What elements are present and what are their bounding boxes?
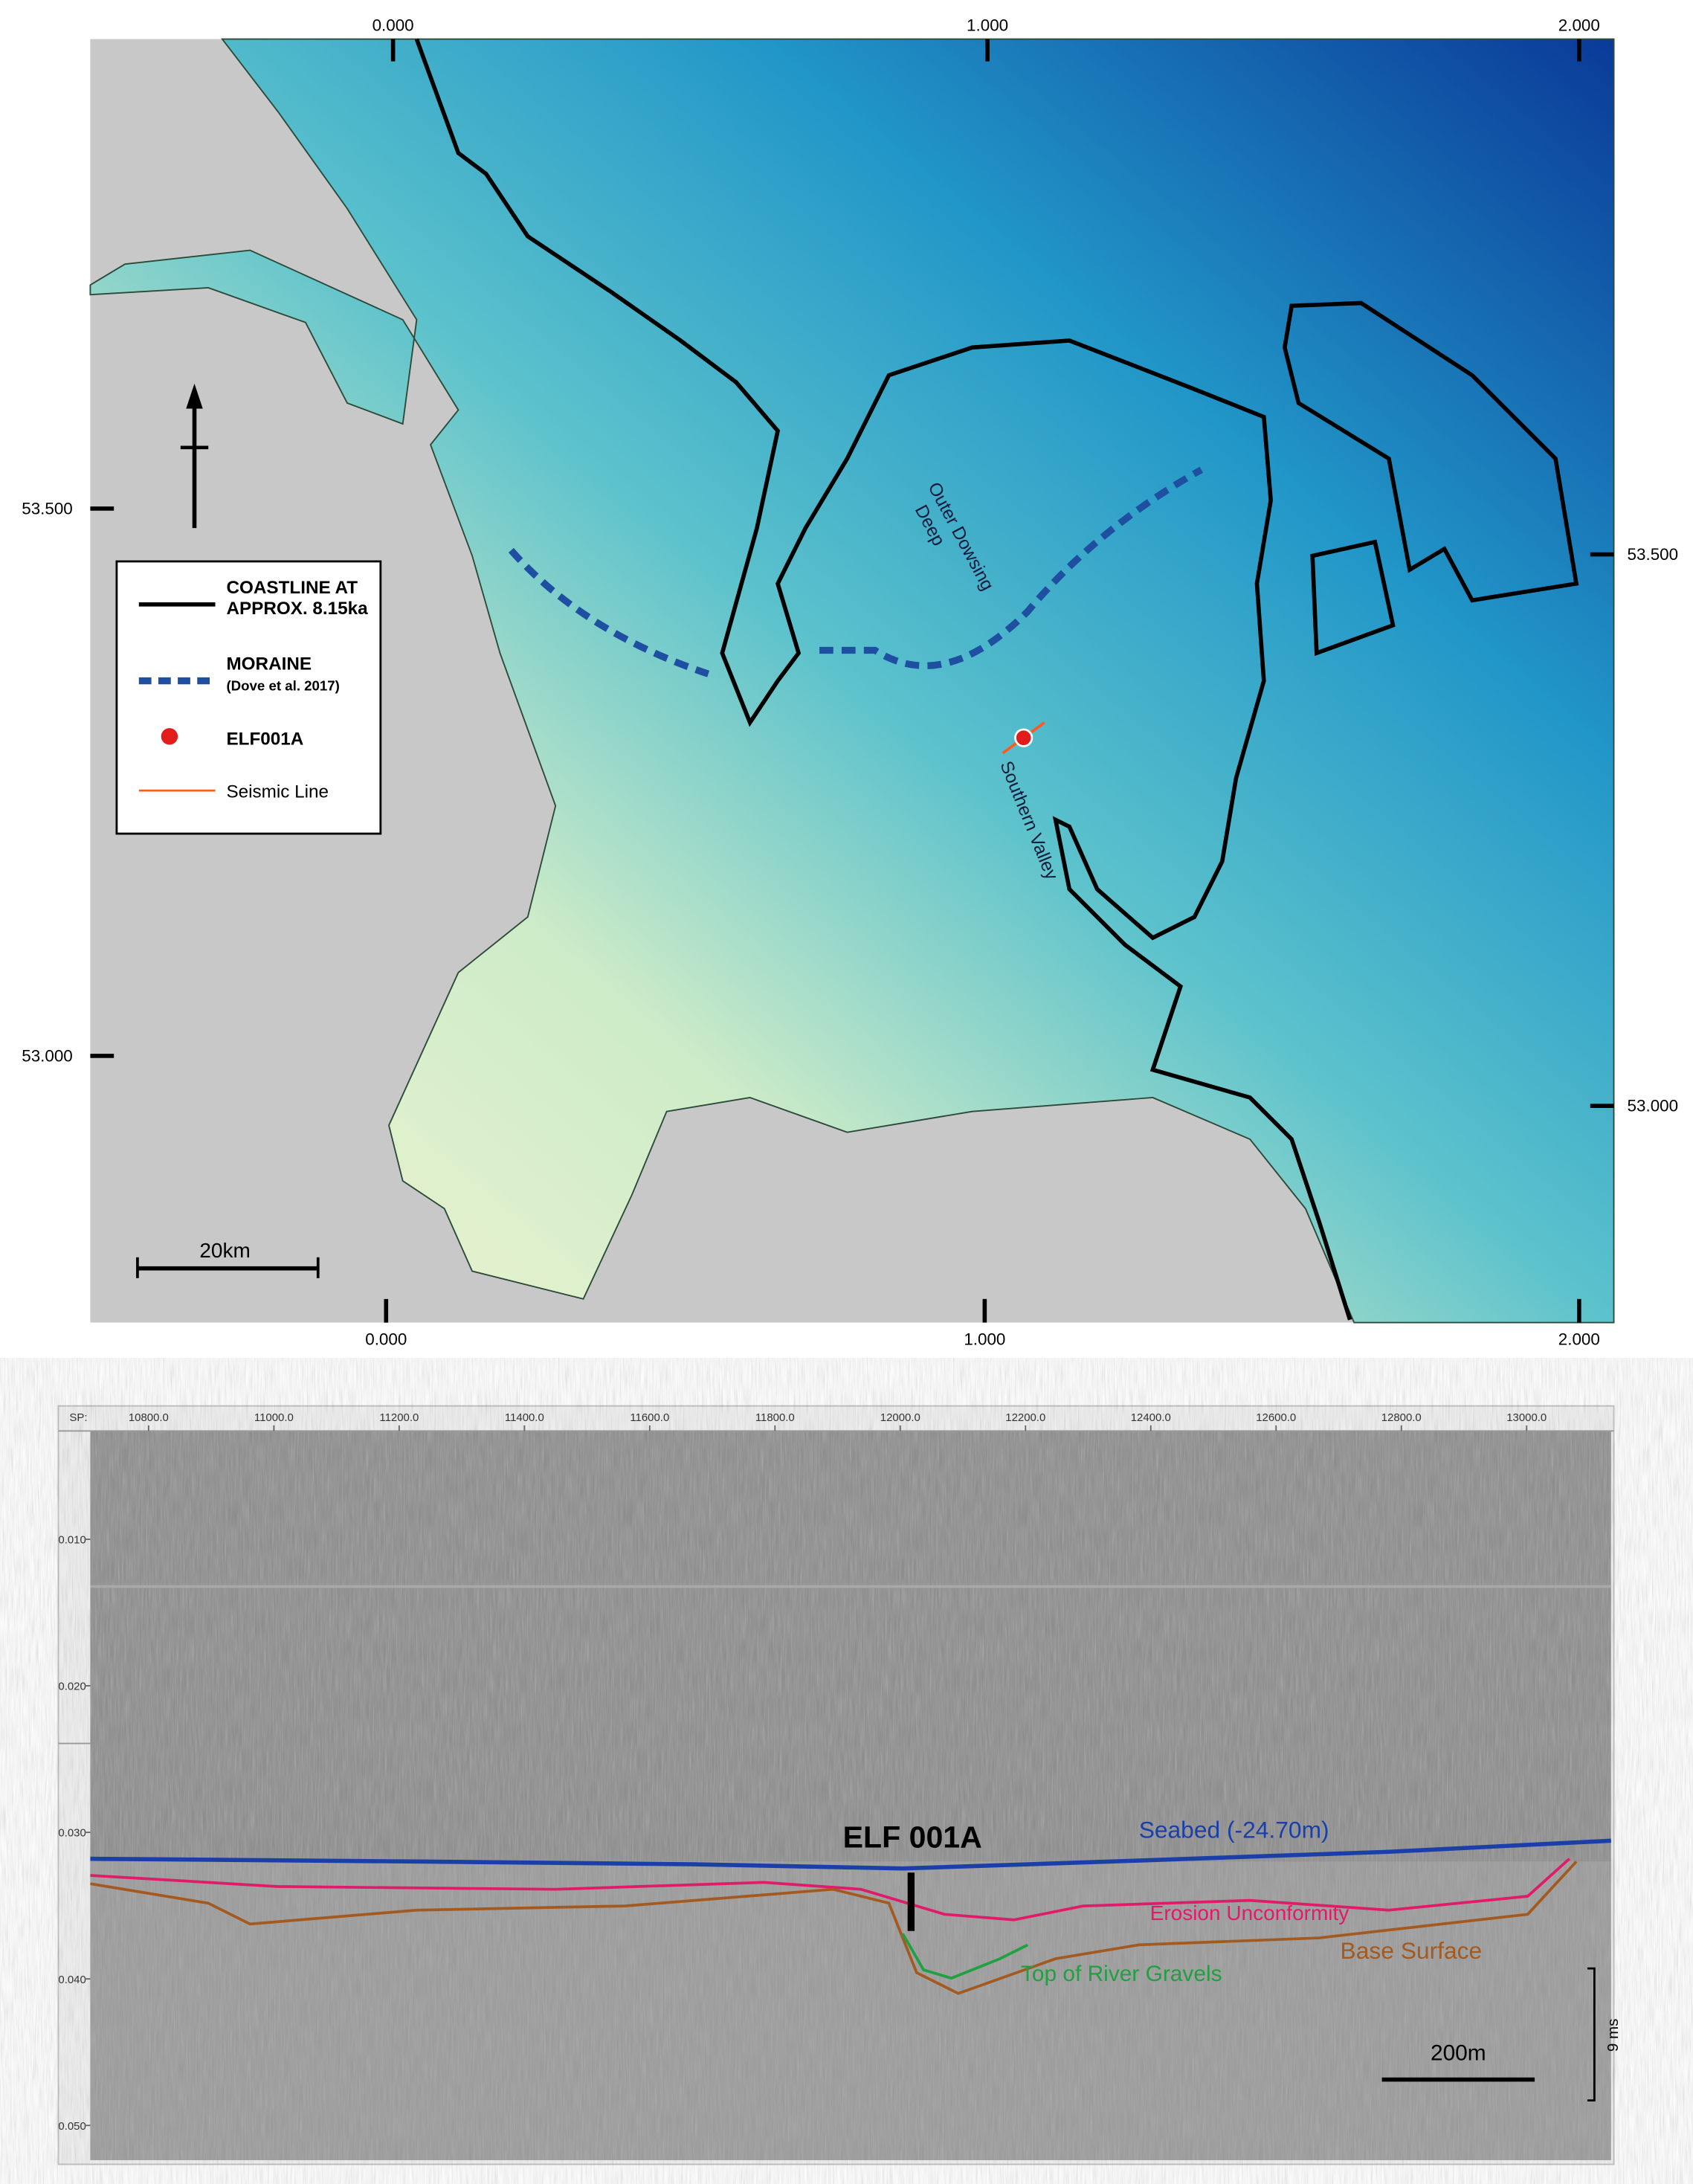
- tick-label: 1.000: [964, 1330, 1005, 1348]
- sp-tick-label: 12200.0: [1005, 1411, 1045, 1424]
- legend: [115, 560, 382, 835]
- sp-ticks: 10800.0 11000.0 11200.0 11400.0 11600.0 11800…: [129, 1411, 1547, 1431]
- tick-label: 2.000: [1558, 1330, 1600, 1348]
- axis-prefix: SP:: [69, 1411, 87, 1424]
- legend-symbol: [161, 728, 178, 745]
- scale-label: 9 ms: [1605, 2019, 1622, 2052]
- sp-tick-label: 11000.0: [254, 1411, 294, 1424]
- time-tick-label: 0.040: [58, 1974, 86, 1986]
- north-arrow: [186, 383, 203, 409]
- coastline: [414, 38, 1352, 1321]
- site-marker: [1014, 728, 1033, 747]
- vertical-scale: [1587, 1967, 1596, 2102]
- coastline-island: [1282, 300, 1579, 603]
- time-tick-label: 0.010: [58, 1534, 86, 1547]
- ticks: [90, 39, 1614, 1323]
- base-horizon: [90, 1861, 1578, 1995]
- tick-label: 0.000: [365, 1330, 407, 1348]
- legend-label: MORAINE: [226, 654, 312, 674]
- map: Outer DowsingDeep Southern Valley COASTL…: [22, 16, 1678, 1348]
- legend-label: (Dove et al. 2017): [226, 678, 339, 694]
- sp-tick-label: 13000.0: [1506, 1411, 1547, 1424]
- gravels-horizon: [901, 1933, 1029, 1980]
- sp-tick-label: 11800.0: [755, 1411, 795, 1424]
- time-tick-label: 0.020: [58, 1681, 86, 1693]
- scale-label: 200m: [1431, 2040, 1486, 2065]
- tick-label: 53.000: [1628, 1097, 1679, 1115]
- sp-tick-label: 11400.0: [505, 1411, 544, 1424]
- sp-tick-label: 11600.0: [630, 1411, 669, 1424]
- sp-tick-label: 10800.0: [129, 1411, 169, 1424]
- sp-tick-label: 12400.0: [1131, 1411, 1171, 1424]
- tick-label: 53.500: [22, 499, 73, 518]
- profile-noise: [90, 1431, 1611, 2160]
- coastline-island: [1310, 539, 1396, 657]
- erosion-horizon: [90, 1858, 1571, 1922]
- seafloor: [89, 38, 1615, 1324]
- legend-label: ELF001A: [226, 729, 303, 750]
- time-ticks: 0.010 0.020 0.030 0.040 0.050: [58, 1534, 91, 2133]
- sp-tick-label: 11200.0: [379, 1411, 419, 1424]
- sediment: [90, 1861, 1611, 2160]
- site-label: ELF 001A: [843, 1820, 982, 1855]
- sp-tick-label: 12600.0: [1256, 1411, 1296, 1424]
- horizon-label: Base Surface: [1341, 1937, 1483, 1964]
- tick-label: 53.500: [1628, 545, 1679, 564]
- sp-tick-label: 12800.0: [1381, 1411, 1422, 1424]
- horizon-label: Top of River Gravels: [1021, 1962, 1222, 1986]
- tick-label: 53.000: [22, 1046, 73, 1065]
- tick-label: 2.000: [1558, 16, 1600, 34]
- time-tick-label: 0.030: [58, 1827, 86, 1840]
- seabed-horizon: [90, 1838, 1611, 1871]
- sp-labels: SP:: [69, 1411, 87, 1424]
- tick-label: 1.000: [967, 16, 1008, 34]
- tick-labels: 0.000 1.000 2.000 0.000 1.000 2.000 53.5…: [22, 16, 1678, 1348]
- tick-label: 0.000: [373, 16, 414, 34]
- seismic-profile: ELF 001A Seabed (-24.70m) Erosion Unconf…: [57, 1405, 1622, 2165]
- moraine: [508, 466, 1204, 677]
- sp-tick-label: 12000.0: [880, 1411, 920, 1424]
- legend-label: Seismic Line: [226, 782, 329, 802]
- scale-label: 20km: [199, 1239, 250, 1262]
- legend-label: COASTLINE AT APPROX. 8.15ka: [226, 578, 368, 619]
- horizon-label: Seabed (-24.70m): [1139, 1817, 1329, 1843]
- horizon-label: Erosion Unconformity: [1150, 1901, 1349, 1924]
- time-tick-label: 0.050: [58, 2120, 86, 2133]
